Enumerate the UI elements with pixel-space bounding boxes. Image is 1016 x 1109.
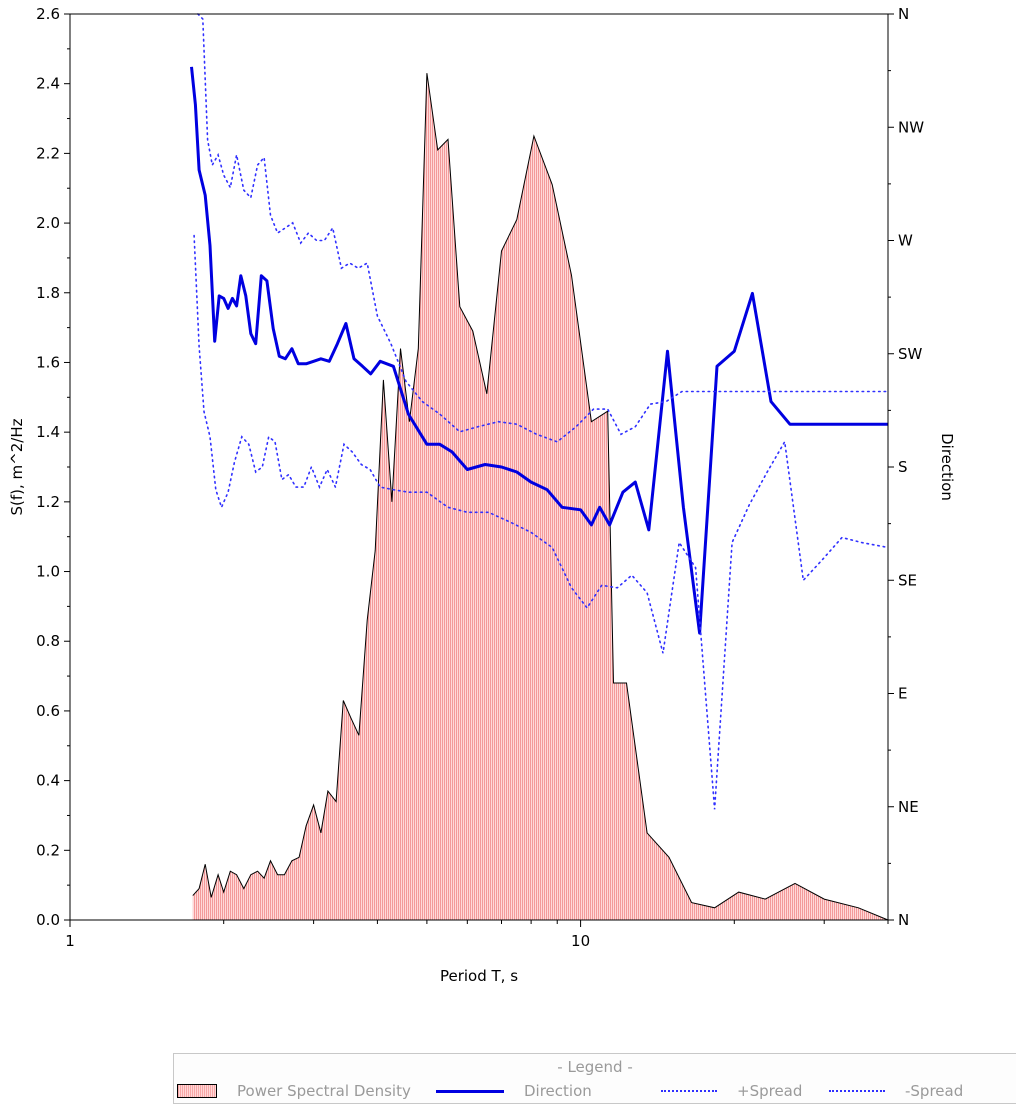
y-tick-label: 1.4 <box>36 423 60 441</box>
legend-title: - Legend - <box>557 1058 633 1076</box>
y-axis-title: S(f), m^2/Hz <box>8 418 26 515</box>
psd-swatch-icon <box>177 1084 217 1098</box>
y2-tick-label: SE <box>898 571 917 589</box>
y-tick-label: 1.0 <box>36 563 60 581</box>
minus-spread-swatch-icon <box>829 1090 885 1092</box>
plus-spread-swatch-icon <box>661 1090 717 1092</box>
legend-label-direction: Direction <box>524 1082 592 1100</box>
series-layer <box>70 13 889 921</box>
y-tick-label: 0.4 <box>36 772 60 790</box>
y-tick-label: 0.2 <box>36 841 60 859</box>
series-line-spread <box>193 234 889 810</box>
legend-label-minus-spread: -Spread <box>905 1082 964 1100</box>
legend-label-plus-spread: +Spread <box>737 1082 803 1100</box>
y-tick-label: 1.6 <box>36 353 60 371</box>
y-tick-label: 1.2 <box>36 493 60 511</box>
y-tick-label: 0.8 <box>36 632 60 650</box>
y2-tick-label: W <box>898 232 913 250</box>
y2-axis-title: Direction <box>938 433 956 501</box>
x-tick-label: 10 <box>571 932 590 950</box>
legend-label-psd: Power Spectral Density <box>237 1082 411 1100</box>
axis-layer: 0.0 0.2 0.4 0.6 0.8 1.0 1.2 1.4 1.6 1.8 2.0 2.2 2.4 2… <box>36 5 924 950</box>
y-tick-label: 2.0 <box>36 214 60 232</box>
legend-item-minus-spread: -Spread <box>829 1081 963 1101</box>
y2-tick-label: E <box>898 685 907 703</box>
y-tick-label: 2.2 <box>36 144 60 162</box>
series-line-spread <box>197 13 889 443</box>
psd-outline <box>192 73 889 921</box>
legend-item-psd: Power Spectral Density <box>177 1081 411 1101</box>
direction-swatch-icon <box>436 1089 504 1093</box>
y-tick-label: 0.0 <box>36 911 60 929</box>
y2-tick-label: S <box>898 458 908 476</box>
y2-tick-label: SW <box>898 345 923 363</box>
y2-tick-label: N <box>898 911 909 929</box>
x-tick-label: 1 <box>65 932 75 950</box>
series-line-direction <box>190 66 888 635</box>
y-tick-label: 2.6 <box>36 5 60 23</box>
x-axis-title: Period T, s <box>440 967 518 985</box>
legend-item-plus-spread: +Spread <box>661 1081 802 1101</box>
y-tick-label: 1.8 <box>36 284 60 302</box>
y-tick-label: 2.4 <box>36 75 60 93</box>
psd-area <box>192 73 889 920</box>
y-tick-label: 0.6 <box>36 702 60 720</box>
y2-tick-label: NE <box>898 798 919 816</box>
y2-tick-label: N <box>898 5 909 23</box>
legend: - Legend - Power Spectral Density Direct… <box>173 1053 1016 1104</box>
legend-item-direction: Direction <box>436 1081 592 1101</box>
y2-tick-label: NW <box>898 118 924 136</box>
